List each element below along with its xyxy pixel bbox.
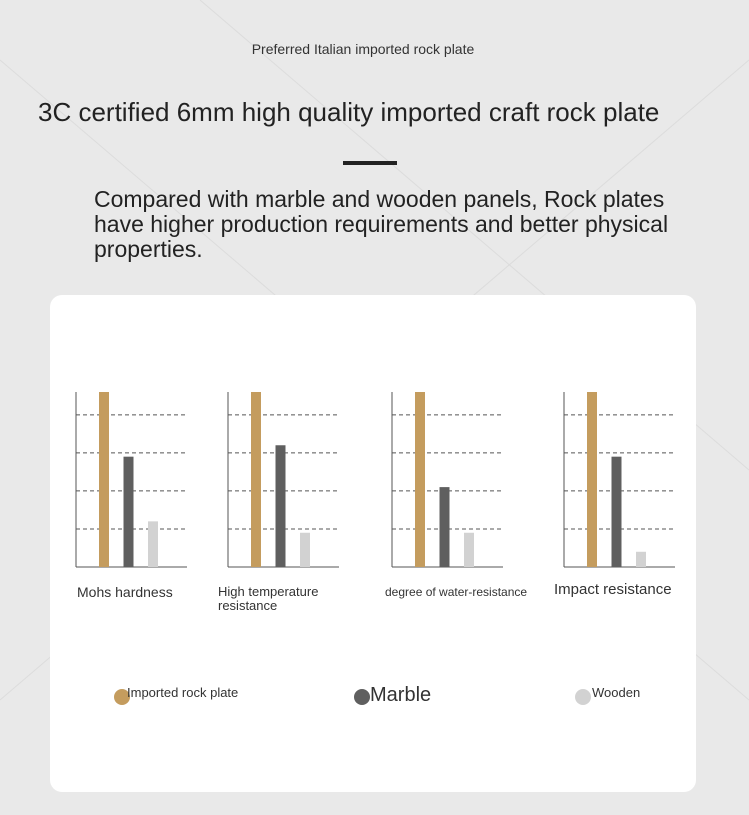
legend-label: Wooden [592,685,641,700]
bar [611,456,622,567]
headline: 3C certified 6mm high quality imported c… [38,97,660,127]
description: Compared with marble and wooden panels, … [94,186,669,262]
bar [123,456,134,567]
category-label: Mohs hardness [77,584,173,600]
bar [251,392,261,567]
divider [343,161,397,165]
category-label: Impact resistance [554,581,672,598]
legend-marker [114,689,130,705]
legend-label: Imported rock plate [127,685,239,700]
bar [587,392,597,567]
bar [148,521,158,567]
kicker: Preferred Italian imported rock plate [251,41,475,57]
category-label: High temperature resistance [218,584,319,613]
bar [415,392,425,567]
legend-label: Marble [370,684,432,706]
bar [275,445,286,567]
bar [636,551,646,567]
category-label: degree of water-resistance [385,585,528,599]
bar [300,532,310,567]
legend-marker [354,689,370,705]
bar [99,392,109,567]
bar [439,487,450,567]
legend-marker [575,689,591,705]
bar [464,532,474,567]
